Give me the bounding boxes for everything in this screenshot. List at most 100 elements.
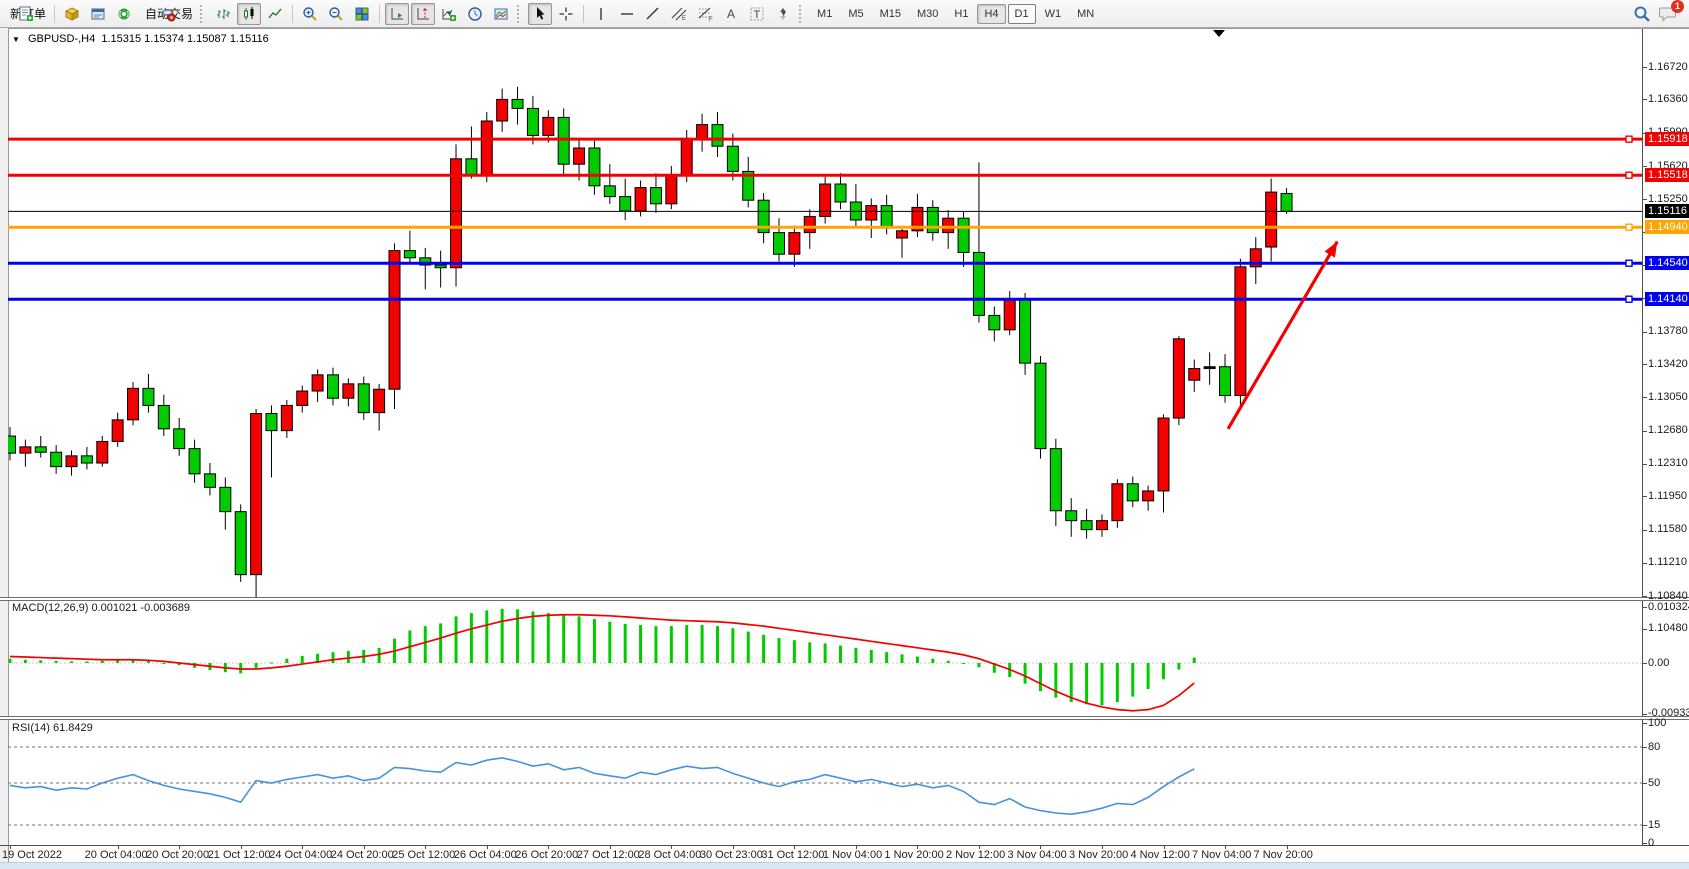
line-handle[interactable] — [1625, 171, 1633, 179]
pane-divider[interactable] — [0, 716, 1689, 720]
price-tick-label: 1.16720 — [1648, 60, 1688, 73]
time-label: 21 Oct 12:00 — [207, 849, 271, 861]
bar-chart-mode-button[interactable] — [211, 3, 235, 25]
horizontal-line-tool-button[interactable] — [615, 3, 639, 25]
trend-arrow-head[interactable] — [1324, 241, 1338, 258]
timeframe-button-mn[interactable]: MN — [1077, 7, 1095, 20]
zoom-out-button[interactable] — [324, 3, 348, 25]
arrows-tool-button[interactable]: ▼ — [771, 3, 795, 25]
time-label: 7 Nov 20:00 — [1253, 849, 1313, 861]
timeframe-button-d1[interactable]: D1 — [1007, 3, 1036, 24]
chart-shift-marker[interactable] — [1213, 30, 1225, 37]
macd-histogram-bar — [608, 621, 612, 663]
line-handle[interactable] — [1625, 259, 1633, 267]
candlestick — [511, 98, 524, 109]
candlestick — [326, 374, 339, 399]
macd-histogram-bar — [869, 649, 873, 663]
search-button[interactable] — [1630, 3, 1654, 25]
trend-arrow-object[interactable] — [1226, 240, 1339, 430]
toolbar-separator — [54, 4, 56, 23]
text-tool-button[interactable]: A — [719, 3, 743, 25]
macd-histogram-bar — [762, 634, 766, 663]
candlestick — [250, 413, 263, 576]
price-axis-line — [1642, 29, 1643, 845]
line-handle[interactable] — [1625, 135, 1633, 143]
cursor-arrow-icon — [537, 6, 545, 20]
price-line-label: 1.15518 — [1645, 168, 1689, 183]
chart-collapse-icon[interactable]: ▼ — [12, 35, 20, 44]
timeframe-button-m5[interactable]: M5 — [848, 7, 864, 20]
macd-histogram-bar — [885, 652, 889, 663]
window-bottom-strip — [0, 862, 1689, 869]
line-chart-mode-button[interactable] — [263, 3, 287, 25]
cursor-tool-button[interactable] — [528, 2, 553, 25]
auto-scroll-button[interactable] — [385, 2, 410, 25]
time-label: 3 Nov 04:00 — [1007, 849, 1067, 861]
macd-histogram-bar — [1146, 663, 1150, 690]
chart-shift-button[interactable] — [411, 2, 436, 25]
macd-histogram-bar — [1177, 663, 1181, 670]
price-tick-mark — [1642, 265, 1647, 267]
channel-tool-button[interactable]: E — [667, 3, 691, 25]
candlestick — [419, 257, 432, 266]
line-handle[interactable] — [1625, 295, 1633, 303]
trendline-tool-button[interactable] — [641, 3, 665, 25]
crosshair-tool-button[interactable] — [554, 3, 578, 25]
main-price-pane[interactable] — [8, 29, 1642, 597]
template-button[interactable]: ▼ — [489, 3, 513, 25]
new-order-button[interactable]: 新订单 — [3, 3, 49, 25]
price-tick-label: 1.12310 — [1648, 457, 1688, 470]
tile-windows-button[interactable] — [350, 3, 374, 25]
line-handle[interactable] — [1625, 223, 1633, 231]
search-icon — [1634, 6, 1650, 22]
candlestick — [742, 170, 755, 201]
candlestick-mode-button[interactable] — [237, 2, 262, 25]
fibonacci-tool-button[interactable]: F — [693, 3, 717, 25]
macd-histogram-bar — [931, 658, 935, 663]
rsi-tick-label: 80 — [1648, 740, 1661, 753]
timeframe-button-m1[interactable]: M1 — [817, 7, 833, 20]
zoom-in-button[interactable] — [298, 3, 322, 25]
period-menu-button[interactable]: ▼ — [463, 3, 487, 25]
text-label-tool-button[interactable]: T — [745, 3, 769, 25]
signals-button[interactable] — [112, 3, 136, 25]
timeframe-button-group: M1 M5 M15 M30 H1 H4 D1 W1 MN — [809, 3, 1102, 24]
market-watch-button[interactable] — [60, 3, 84, 25]
price-tick-label: 1.10480 — [1648, 622, 1688, 635]
candlestick — [757, 199, 770, 234]
vertical-line-tool-button[interactable] — [589, 3, 613, 25]
candlestick — [926, 206, 939, 234]
add-indicator-button[interactable]: ▼ — [437, 3, 461, 25]
timeframe-button-w1[interactable]: W1 — [1044, 7, 1062, 20]
price-tick-mark — [1642, 99, 1647, 101]
svg-text:F: F — [709, 17, 713, 22]
pane-divider[interactable] — [0, 597, 1689, 601]
macd-histogram-bar — [669, 626, 673, 663]
macd-pane[interactable] — [8, 601, 1642, 715]
candlestick — [388, 250, 401, 390]
macd-histogram-bar — [346, 651, 350, 663]
chat-button[interactable]: 1 — [1656, 0, 1684, 25]
candlestick — [111, 419, 124, 442]
rsi-pane[interactable] — [8, 720, 1642, 845]
toolbar-grip — [799, 4, 804, 23]
timeframe-button-m30[interactable]: M30 — [917, 7, 939, 20]
data-window-button[interactable] — [86, 3, 110, 25]
fibonacci-icon: F — [698, 7, 713, 22]
macd-tick-mark — [1642, 663, 1647, 664]
price-line-label: 1.15918 — [1645, 132, 1689, 147]
macd-histogram-bar — [915, 656, 919, 663]
price-tick-mark — [1642, 364, 1647, 366]
macd-histogram-bar — [577, 616, 581, 663]
macd-histogram-bar — [715, 626, 719, 663]
time-tick-mark — [10, 845, 11, 849]
macd-histogram-bar — [1085, 663, 1089, 705]
candlestick — [1280, 192, 1293, 212]
macd-histogram-bar — [439, 623, 443, 663]
timeframe-button-m15[interactable]: M15 — [879, 7, 901, 20]
timeframe-button-h1[interactable]: H1 — [954, 7, 969, 20]
horizontal-line-icon — [621, 12, 634, 15]
timeframe-button-h4[interactable]: H4 — [977, 3, 1006, 24]
autotrade-button[interactable]: 自动交易 — [138, 3, 196, 25]
macd-histogram-bar — [377, 647, 381, 663]
